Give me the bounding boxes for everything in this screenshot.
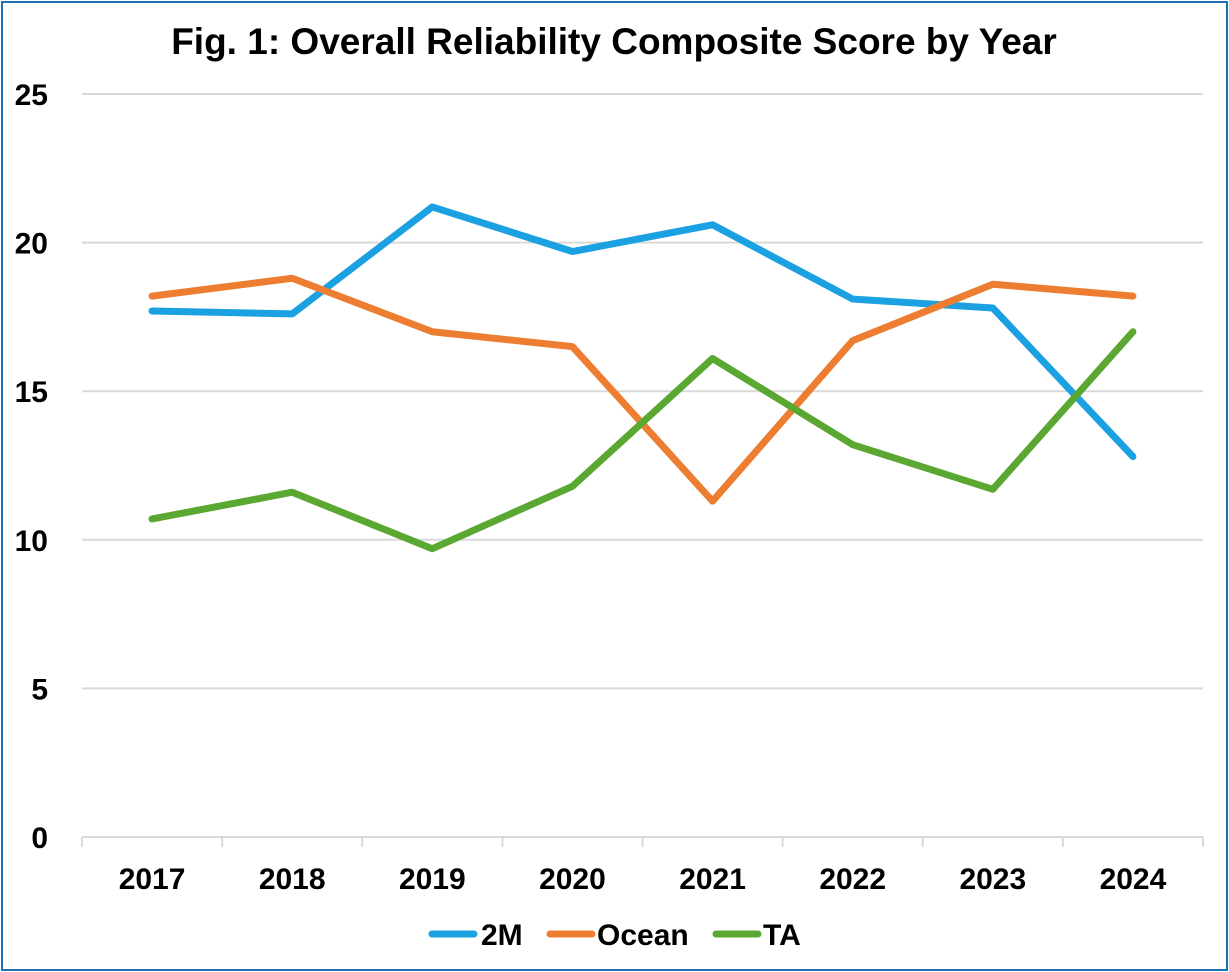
- data-point-ta: [989, 486, 996, 493]
- y-tick-label: 25: [15, 79, 48, 112]
- x-tick-label: 2024: [1100, 863, 1167, 896]
- data-point-ocean: [849, 337, 856, 344]
- x-tick-label: 2018: [259, 863, 326, 896]
- x-tick-label: 2017: [119, 863, 186, 896]
- y-tick-label: 15: [15, 376, 48, 409]
- x-tick-label: 2020: [539, 863, 606, 896]
- x-tick-label: 2022: [819, 863, 886, 896]
- legend-label-ta: TA: [763, 919, 801, 952]
- data-point-ta: [1129, 328, 1136, 335]
- series-line-ta: [148, 328, 1137, 553]
- y-tick-label: 5: [31, 673, 48, 706]
- y-tick-label: 20: [15, 228, 48, 261]
- data-point-ocean: [429, 328, 436, 335]
- data-point-2m: [569, 248, 576, 255]
- data-point-2m: [989, 304, 996, 311]
- data-point-ta: [849, 441, 856, 448]
- data-point-2m: [709, 221, 716, 228]
- data-point-ta: [149, 515, 156, 522]
- gridlines: [82, 93, 1203, 690]
- series-lines: [148, 203, 1137, 553]
- data-point-ta: [569, 483, 576, 490]
- y-axis-ticks: 0 5 10 15 20 25: [15, 79, 48, 855]
- data-point-ocean: [709, 498, 716, 505]
- chart-title: Fig. 1: Overall Reliability Composite Sc…: [171, 21, 1057, 62]
- data-point-ta: [709, 355, 716, 362]
- data-point-2m: [1129, 453, 1136, 460]
- data-point-2m: [289, 310, 296, 317]
- series-line-2m: [148, 203, 1137, 461]
- y-tick-label: 0: [31, 822, 48, 855]
- legend-label-2m: 2M: [481, 919, 523, 952]
- x-tick-label: 2023: [959, 863, 1026, 896]
- data-point-2m: [429, 203, 436, 210]
- legend: 2M Ocean TA: [428, 919, 801, 952]
- x-axis: 2017 2018 2019 2020 2021 2022 2023 2024: [81, 836, 1204, 896]
- legend-label-ocean: Ocean: [597, 919, 689, 952]
- data-point-ocean: [289, 275, 296, 282]
- y-tick-label: 10: [15, 525, 48, 558]
- data-point-ocean: [149, 293, 156, 300]
- data-point-2m: [149, 307, 156, 314]
- data-point-ocean: [989, 281, 996, 288]
- data-point-ocean: [569, 343, 576, 350]
- x-tick-label: 2021: [679, 863, 746, 896]
- data-point-ta: [289, 489, 296, 496]
- x-tick-label: 2019: [399, 863, 466, 896]
- data-point-2m: [849, 296, 856, 303]
- data-point-ta: [429, 545, 436, 552]
- data-point-ocean: [1129, 293, 1136, 300]
